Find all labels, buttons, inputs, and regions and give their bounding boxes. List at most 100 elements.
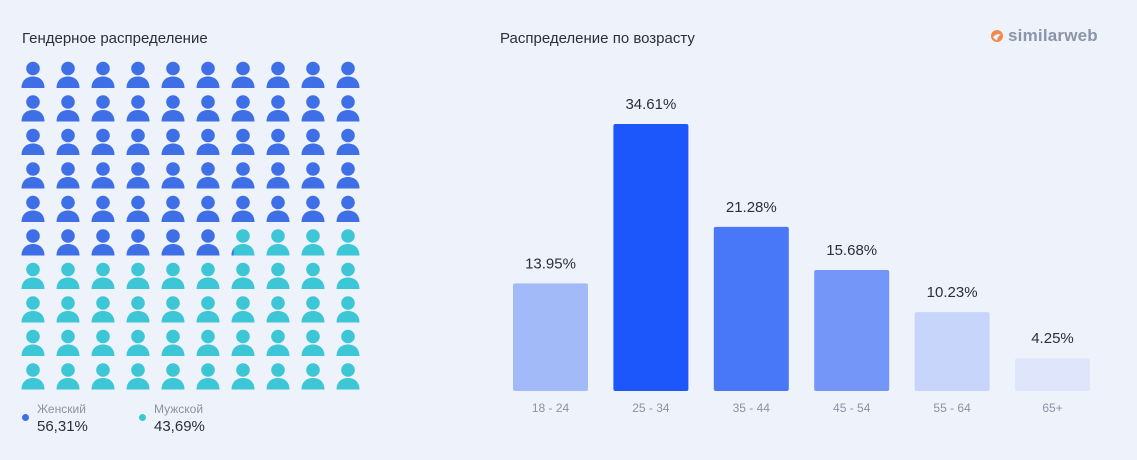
age-bar-chart: 13.95% 18 - 24 34.61% 25 - 34 21.28% 35 - 44 1…: [513, 96, 1090, 415]
person-icon: [231, 162, 255, 189]
person-icon: [21, 229, 45, 256]
person-icon: [196, 262, 220, 289]
person-icon: [21, 296, 45, 323]
person-icon: [231, 296, 255, 323]
person-icon: [91, 61, 115, 88]
age-category-label: 45 - 54: [833, 401, 871, 415]
person-icon: [336, 229, 360, 256]
person-icon: [301, 162, 325, 189]
person-icon: [126, 128, 150, 155]
person-icon: [161, 329, 185, 356]
person-icon: [56, 329, 80, 356]
person-icon: [91, 329, 115, 356]
age-bar: [914, 312, 990, 391]
person-icon: [266, 296, 290, 323]
person-icon: [266, 329, 290, 356]
person-icon: [301, 363, 325, 390]
person-icon: [301, 61, 325, 88]
person-icon: [126, 296, 150, 323]
person-icon: [126, 61, 150, 88]
person-icon: [161, 262, 185, 289]
person-icon: [21, 329, 45, 356]
age-bar: [613, 124, 689, 391]
person-icon: [126, 262, 150, 289]
person-icon: [231, 95, 255, 122]
person-icon: [126, 229, 150, 256]
person-icon: [126, 329, 150, 356]
person-icon: [266, 162, 290, 189]
person-icon: [56, 95, 80, 122]
person-icon: [161, 229, 185, 256]
person-icon: [56, 195, 80, 222]
person-icon: [161, 296, 185, 323]
person-icon: [21, 128, 45, 155]
person-icon: [231, 128, 255, 155]
person-icon: [301, 262, 325, 289]
person-icon: [231, 195, 255, 222]
person-icon: [91, 162, 115, 189]
gender-pictograph: [18, 60, 368, 395]
person-icon: [336, 195, 360, 222]
person-icon: [301, 329, 325, 356]
pictograph-svg: [21, 61, 360, 390]
person-icon: [56, 128, 80, 155]
person-icon: [196, 95, 220, 122]
person-icon: [301, 229, 325, 256]
person-icon: [56, 363, 80, 390]
person-icon: [161, 128, 185, 155]
person-icon: [231, 262, 255, 289]
age-bar-value-label: 4.25%: [1031, 330, 1074, 347]
person-icon: [266, 363, 290, 390]
age-bar-value-label: 13.95%: [525, 255, 576, 272]
person-icon: [336, 162, 360, 189]
person-icon: [336, 363, 360, 390]
person-icon: [231, 363, 255, 390]
person-icon: [196, 329, 220, 356]
person-icon: [161, 61, 185, 88]
person-icon: [21, 262, 45, 289]
age-bar-value-label: 15.68%: [826, 242, 877, 259]
person-icon: [161, 363, 185, 390]
age-category-label: 35 - 44: [733, 401, 771, 415]
person-icon: [336, 128, 360, 155]
person-icon: [161, 95, 185, 122]
person-icon: [91, 195, 115, 222]
person-icon: [336, 61, 360, 88]
age-category-label: 25 - 34: [632, 401, 670, 415]
person-icon: [336, 296, 360, 323]
legend-female-label: Женский: [37, 402, 86, 416]
similarweb-logo: similarweb: [990, 26, 1098, 46]
age-bar-value-label: 21.28%: [726, 199, 777, 216]
person-icon: [301, 195, 325, 222]
person-icon: [56, 262, 80, 289]
person-icon: [336, 95, 360, 122]
person-icon: [91, 262, 115, 289]
person-icon: [196, 229, 220, 256]
age-category-label: 65+: [1042, 401, 1062, 415]
person-icon: [126, 363, 150, 390]
age-bar: [814, 270, 890, 391]
person-icon: [231, 61, 255, 88]
person-icon: [56, 61, 80, 88]
person-icon: [266, 128, 290, 155]
person-icon: [266, 195, 290, 222]
legend-male-label: Мужской: [154, 402, 204, 416]
person-icon: [126, 95, 150, 122]
person-icon: [91, 296, 115, 323]
person-icon: [91, 95, 115, 122]
person-icon: [336, 262, 360, 289]
person-icon: [21, 95, 45, 122]
similarweb-logo-icon: [991, 30, 1003, 42]
person-icon: [301, 128, 325, 155]
age-category-label: 55 - 64: [933, 401, 971, 415]
legend-male-dot: [139, 414, 146, 421]
person-icon: [196, 61, 220, 88]
person-icon: [196, 363, 220, 390]
person-icon: [21, 61, 45, 88]
legend-male-value: 43,69%: [154, 418, 205, 435]
person-icon: [336, 329, 360, 356]
person-icon: [21, 363, 45, 390]
person-icon: [21, 195, 45, 222]
similarweb-logo-text: similarweb: [1008, 26, 1098, 45]
age-category-label: 18 - 24: [532, 401, 570, 415]
